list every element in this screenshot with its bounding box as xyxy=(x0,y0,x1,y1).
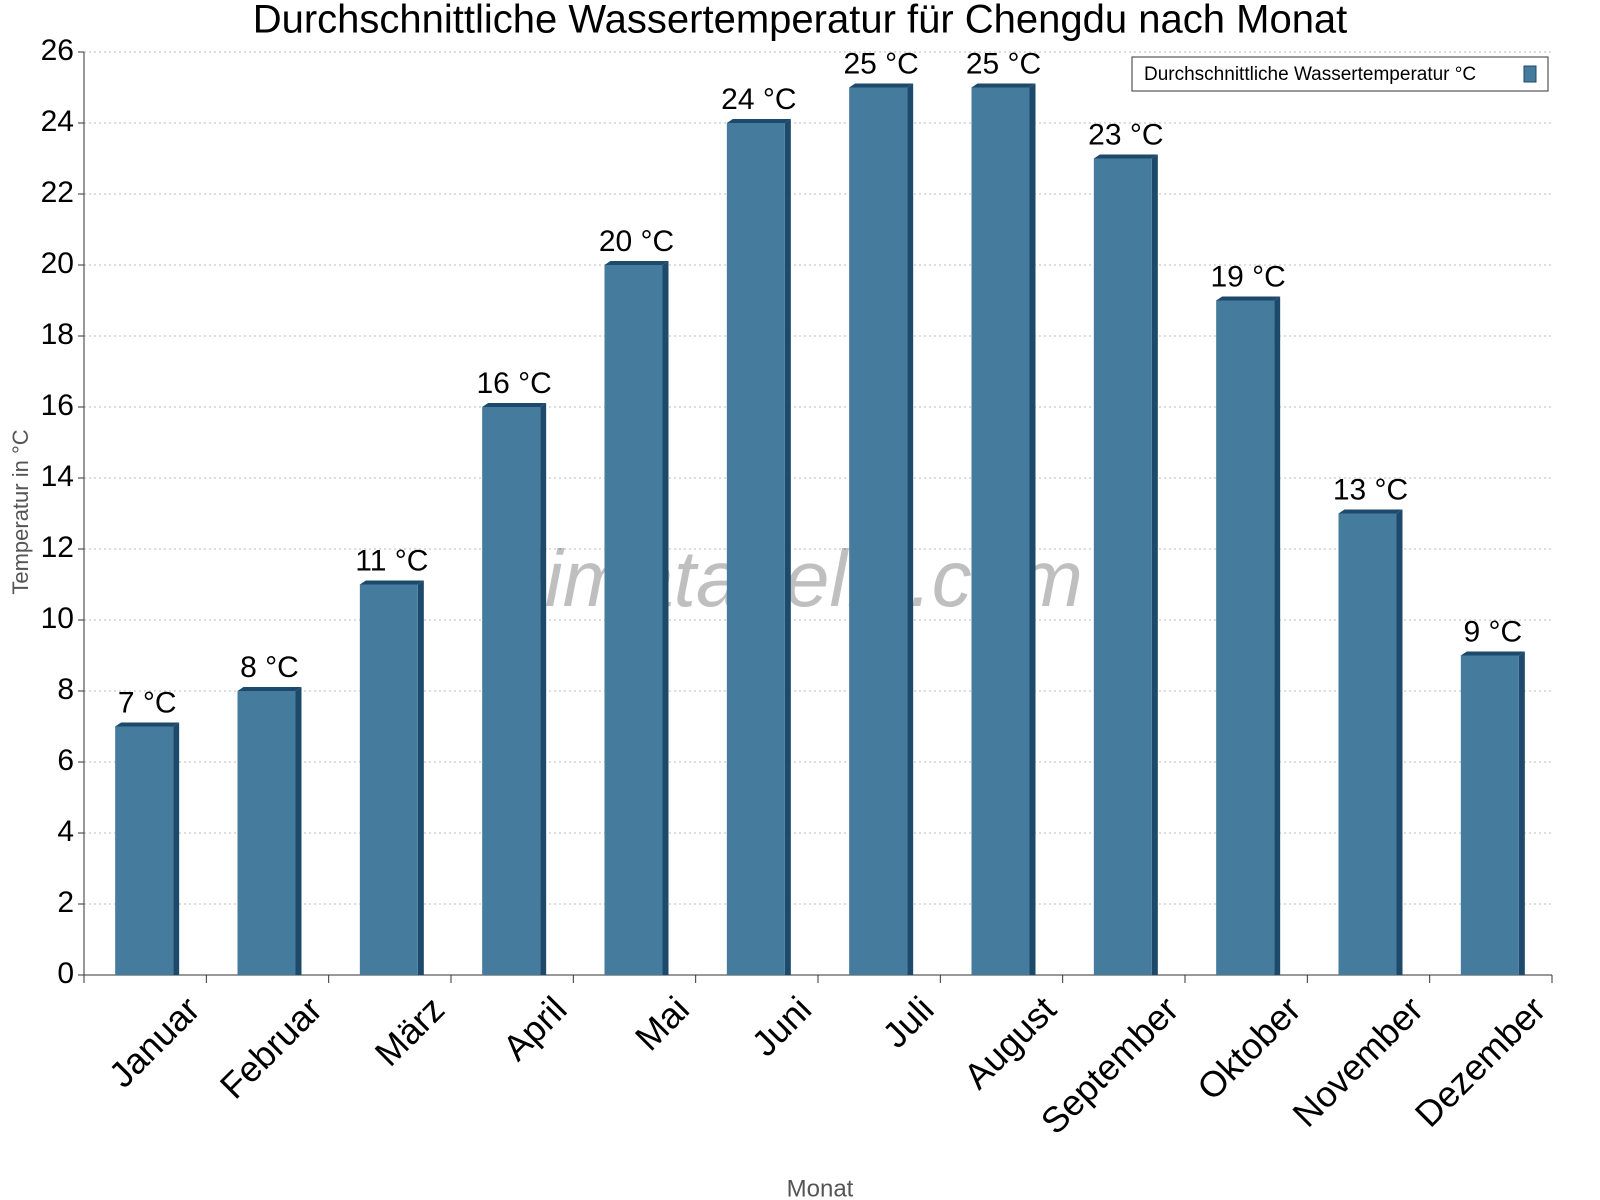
y-tick-label: 2 xyxy=(57,886,74,919)
x-tick-label: Mai xyxy=(627,988,697,1058)
bar-side xyxy=(417,580,424,975)
x-tick-label: Februar xyxy=(212,988,330,1106)
y-tick-label: 4 xyxy=(57,815,74,848)
x-tick-label: Januar xyxy=(101,988,208,1095)
bar xyxy=(726,123,785,975)
y-tick-label: 24 xyxy=(41,105,74,138)
legend-label: Durchschnittliche Wassertemperatur °C xyxy=(1144,64,1476,85)
y-tick-label: 22 xyxy=(41,176,74,209)
bar-top xyxy=(115,722,180,727)
bar-top xyxy=(237,687,302,691)
x-tick-label: Juni xyxy=(744,988,820,1064)
bar-top xyxy=(359,580,424,585)
y-tick-label: 20 xyxy=(41,247,74,280)
y-tick-label: 12 xyxy=(41,531,74,564)
bar xyxy=(1338,513,1397,975)
bar-side xyxy=(1029,83,1036,975)
x-tick-label: April xyxy=(495,988,575,1068)
y-tick-label: 6 xyxy=(57,744,74,777)
x-tick-label: August xyxy=(956,988,1064,1096)
legend-swatch xyxy=(1523,65,1537,83)
bar-side xyxy=(907,83,914,975)
legend-box xyxy=(1131,56,1549,92)
bar-side xyxy=(295,687,302,975)
bar-top xyxy=(971,83,1036,88)
data-label: 23 °C xyxy=(1088,118,1163,151)
bar-top xyxy=(849,83,914,88)
bar-top xyxy=(1338,509,1403,514)
data-label: 13 °C xyxy=(1333,473,1408,506)
x-tick-label: Dezember xyxy=(1407,988,1553,1134)
y-tick-label: 10 xyxy=(41,602,74,635)
data-label: 11 °C xyxy=(355,544,428,577)
bar-side xyxy=(1518,651,1525,975)
x-tick-label: Oktober xyxy=(1189,988,1309,1108)
y-tick-label: 16 xyxy=(41,389,74,422)
y-tick-label: 8 xyxy=(57,673,74,706)
data-label: 19 °C xyxy=(1210,260,1285,293)
bar xyxy=(1460,655,1519,975)
bar xyxy=(1216,300,1275,975)
data-label: 24 °C xyxy=(721,83,796,116)
bar-side xyxy=(540,403,547,975)
data-label: 25 °C xyxy=(843,47,918,80)
data-label: 20 °C xyxy=(599,225,674,258)
bar-top xyxy=(1460,651,1525,656)
bar xyxy=(1093,158,1152,975)
x-tick-label: März xyxy=(367,988,453,1074)
bar xyxy=(359,584,418,975)
chart-title: Durchschnittliche Wassertemperatur für C… xyxy=(253,0,1348,42)
data-label: 9 °C xyxy=(1463,615,1522,648)
x-tick-label: November xyxy=(1284,988,1430,1134)
bar-side xyxy=(1274,296,1281,975)
bar xyxy=(604,265,663,975)
bar xyxy=(849,87,908,975)
y-axis-label: Temperatur in °C xyxy=(8,429,33,594)
data-label: 25 °C xyxy=(966,47,1041,80)
legend: Durchschnittliche Wassertemperatur °C xyxy=(1131,56,1549,92)
bar-side xyxy=(1396,509,1403,975)
bar-top xyxy=(482,403,547,407)
y-tick-label: 18 xyxy=(41,318,74,351)
y-tick-label: 0 xyxy=(57,957,74,990)
bar xyxy=(482,407,541,975)
bar-side xyxy=(662,261,669,975)
x-tick-label: Juli xyxy=(874,988,941,1055)
y-tick-label: 26 xyxy=(41,34,74,67)
data-label: 16 °C xyxy=(476,367,551,400)
bar xyxy=(971,87,1030,975)
bar xyxy=(237,691,296,975)
x-axis-label: Monat xyxy=(787,1175,854,1200)
data-label: 8 °C xyxy=(240,651,299,684)
bar-top xyxy=(726,119,791,123)
bar-top xyxy=(1216,296,1281,301)
bar-side xyxy=(173,722,180,975)
data-label: 7 °C xyxy=(118,686,177,719)
bar-top xyxy=(1093,154,1158,159)
bar-top xyxy=(604,261,669,265)
bar xyxy=(115,726,174,975)
y-tick-label: 14 xyxy=(41,460,74,493)
bar-side xyxy=(784,119,791,975)
bar-side xyxy=(1151,154,1158,975)
